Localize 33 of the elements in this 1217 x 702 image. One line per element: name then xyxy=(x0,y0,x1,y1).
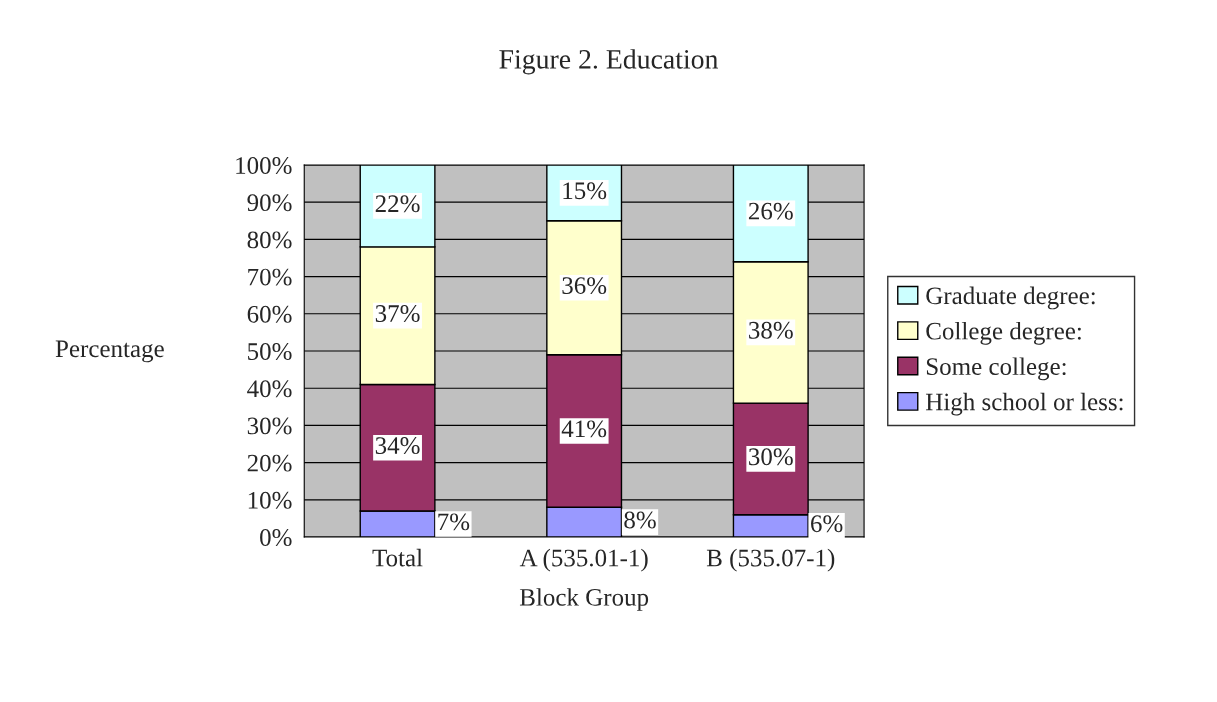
x-tick-label: B (535.07-1) xyxy=(706,548,835,572)
y-tick-label: 40% xyxy=(247,380,292,398)
data-label: 15% xyxy=(563,182,607,200)
x-tick-label: A (535.01-1) xyxy=(519,548,648,572)
data-label: 34% xyxy=(375,437,420,455)
y-tick-label: 10% xyxy=(248,491,292,509)
y-tick-label: 80% xyxy=(247,231,292,249)
data-label: 26% xyxy=(748,202,793,220)
y-tick-label: 50% xyxy=(248,343,292,360)
data-label: 6% xyxy=(811,515,843,533)
y-tick-label: 90% xyxy=(247,194,292,212)
data-label: 41% xyxy=(561,420,607,438)
y-tick-label: 0% xyxy=(260,529,292,547)
y-tick-label: 20% xyxy=(247,454,292,472)
data-label: 30% xyxy=(749,448,793,466)
legend-label: Graduate degree: xyxy=(926,286,1095,310)
x-axis-title: Block Group xyxy=(519,588,649,611)
x-tick-label: Total xyxy=(372,548,423,567)
legend-label: High school or less: xyxy=(925,392,1123,416)
chart-title: Figure 2. Education xyxy=(499,49,719,75)
y-tick-label: 100% xyxy=(236,157,292,174)
data-label: 36% xyxy=(562,277,607,295)
legend-label: College degree: xyxy=(926,322,1081,345)
data-label: 7% xyxy=(438,513,470,531)
data-label: 22% xyxy=(375,195,420,213)
y-tick-label: 60% xyxy=(247,305,292,323)
data-label: 8% xyxy=(624,511,656,529)
data-label: 38% xyxy=(749,321,793,339)
legend-label: Some college: xyxy=(926,357,1066,381)
y-tick-label: 30% xyxy=(247,417,292,435)
y-tick-label: 70% xyxy=(248,268,292,286)
y-axis-title: Percentage xyxy=(55,340,164,363)
data-label: 37% xyxy=(375,305,420,322)
